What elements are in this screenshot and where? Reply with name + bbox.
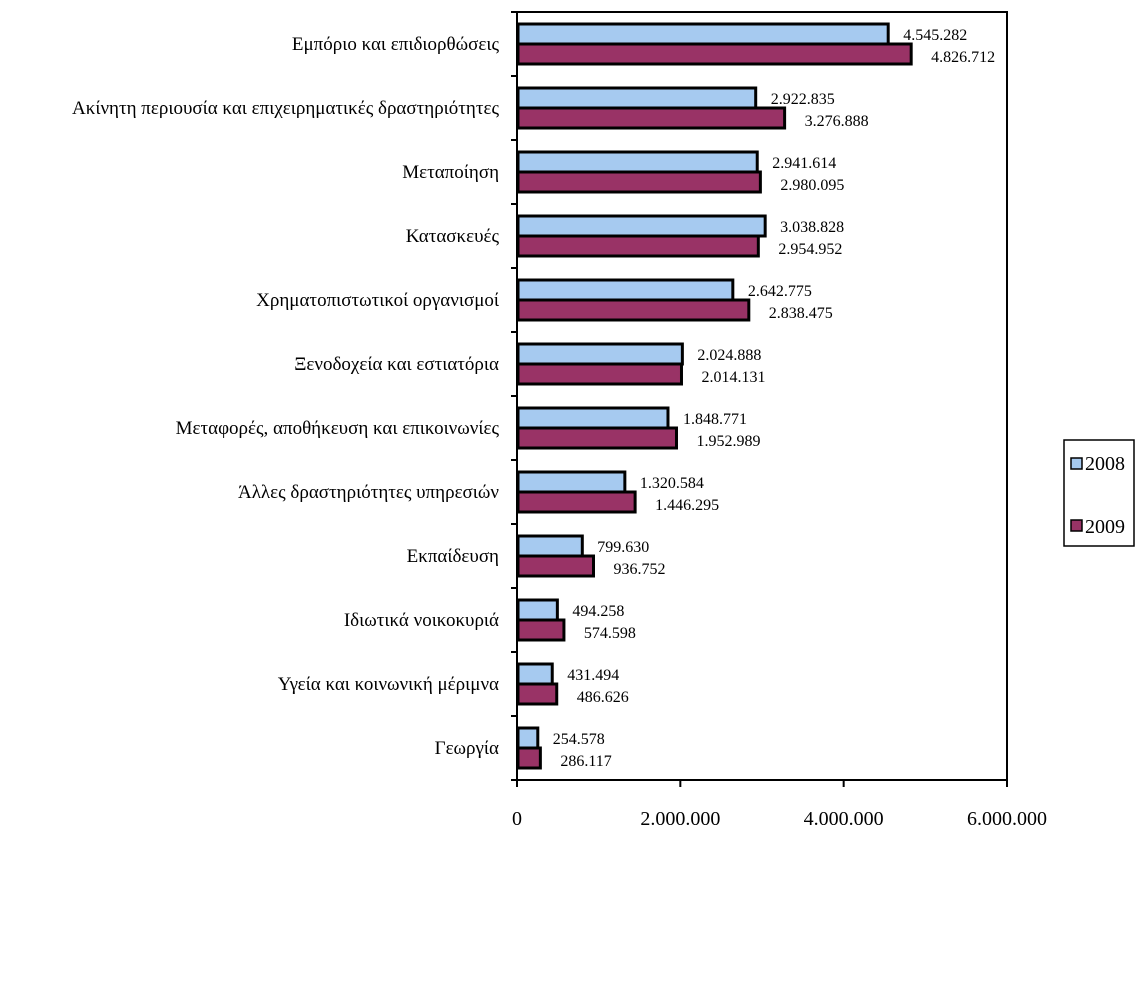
bar-2008 bbox=[518, 664, 552, 684]
category-label: Εκπαίδευση bbox=[407, 546, 499, 567]
bar-2009 bbox=[518, 172, 760, 192]
bar-2009 bbox=[518, 428, 676, 448]
value-label-2008: 2.024.888 bbox=[697, 347, 761, 364]
bar-2008 bbox=[518, 216, 765, 236]
legend-label-2008: 2008 bbox=[1085, 453, 1125, 475]
category-label: Γεωργία bbox=[435, 738, 499, 759]
legend-label-2009: 2009 bbox=[1085, 516, 1125, 538]
value-label-2008: 431.494 bbox=[567, 667, 619, 684]
value-label-2009: 486.626 bbox=[577, 689, 629, 706]
bar-2009 bbox=[518, 364, 681, 384]
category-label: Ιδιωτικά νοικοκυριά bbox=[344, 610, 499, 631]
bar-2009 bbox=[518, 684, 557, 704]
bar-2008 bbox=[518, 600, 557, 620]
category-label: Άλλες δραστηριότητες υπηρεσιών bbox=[238, 482, 499, 503]
value-label-2009: 574.598 bbox=[584, 625, 636, 642]
value-label-2009: 2.838.475 bbox=[769, 305, 833, 322]
value-label-2008: 2.922.835 bbox=[771, 91, 835, 108]
bar-2009 bbox=[518, 108, 785, 128]
bar-2008 bbox=[518, 728, 538, 748]
value-label-2008: 799.630 bbox=[597, 539, 649, 556]
value-label-2008: 4.545.282 bbox=[903, 27, 967, 44]
value-label-2008: 1.320.584 bbox=[640, 475, 704, 492]
bar-2009 bbox=[518, 492, 635, 512]
x-tick-label: 6.000.000 bbox=[967, 808, 1047, 830]
category-label: Ξενοδοχεία και εστιατόρια bbox=[294, 354, 499, 375]
value-label-2009: 286.117 bbox=[560, 753, 611, 770]
value-label-2009: 4.826.712 bbox=[931, 49, 995, 66]
category-label: Μεταποίηση bbox=[402, 162, 499, 183]
bar-2008 bbox=[518, 472, 625, 492]
value-label-2009: 1.952.989 bbox=[696, 433, 760, 450]
value-label-2008: 1.848.771 bbox=[683, 411, 747, 428]
legend-swatch-2009 bbox=[1071, 520, 1082, 531]
value-label-2009: 1.446.295 bbox=[655, 497, 719, 514]
value-labels: 4.545.282 4.826.712 2.922.835 3.276.888 2.94… bbox=[553, 27, 995, 770]
value-label-2009: 2.980.095 bbox=[780, 177, 844, 194]
bar-2009 bbox=[518, 556, 594, 576]
bar-2008 bbox=[518, 408, 668, 428]
x-tick-label: 2.000.000 bbox=[640, 808, 720, 830]
bar-2009 bbox=[518, 748, 540, 768]
bar-2009 bbox=[518, 300, 749, 320]
bar-2008 bbox=[518, 344, 682, 364]
bar-2009 bbox=[518, 620, 564, 640]
bars bbox=[518, 24, 911, 768]
category-label: Ακίνητη περιουσία και επιχειρηματικές δρ… bbox=[72, 98, 499, 119]
value-label-2008: 254.578 bbox=[553, 731, 605, 748]
category-label: Μεταφορές, αποθήκευση και επικοινωνίες bbox=[176, 418, 500, 439]
value-label-2008: 2.941.614 bbox=[772, 155, 836, 172]
value-label-2008: 494.258 bbox=[572, 603, 624, 620]
category-label: Χρηματοπιστωτικοί οργανισμοί bbox=[256, 290, 500, 311]
bar-2009 bbox=[518, 44, 911, 64]
value-label-2009: 936.752 bbox=[614, 561, 666, 578]
category-label: Κατασκευές bbox=[406, 226, 500, 247]
bar-2008 bbox=[518, 24, 888, 44]
value-label-2009: 2.014.131 bbox=[701, 369, 765, 386]
x-tick-label: 0 bbox=[512, 808, 522, 830]
value-label-2009: 2.954.952 bbox=[778, 241, 842, 258]
bar-2009 bbox=[518, 236, 758, 256]
x-axis: 0 2.000.000 4.000.000 6.000.000 bbox=[512, 780, 1047, 830]
category-label: Υγεία και κοινωνική μέριμνα bbox=[278, 674, 499, 695]
bar-2008 bbox=[518, 88, 756, 108]
bar-2008 bbox=[518, 536, 582, 556]
category-label: Εμπόριο και επιδιορθώσεις bbox=[292, 34, 500, 55]
bar-2008 bbox=[518, 152, 757, 172]
bar-2008 bbox=[518, 280, 733, 300]
legend: 2008 2009 bbox=[1064, 440, 1134, 546]
legend-swatch-2008 bbox=[1071, 458, 1082, 469]
category-labels: Εμπόριο και επιδιορθώσεις Ακίνητη περιουσ… bbox=[72, 34, 500, 759]
x-tick-label: 4.000.000 bbox=[804, 808, 884, 830]
value-label-2009: 3.276.888 bbox=[805, 113, 869, 130]
value-label-2008: 2.642.775 bbox=[748, 283, 812, 300]
value-label-2008: 3.038.828 bbox=[780, 219, 844, 236]
